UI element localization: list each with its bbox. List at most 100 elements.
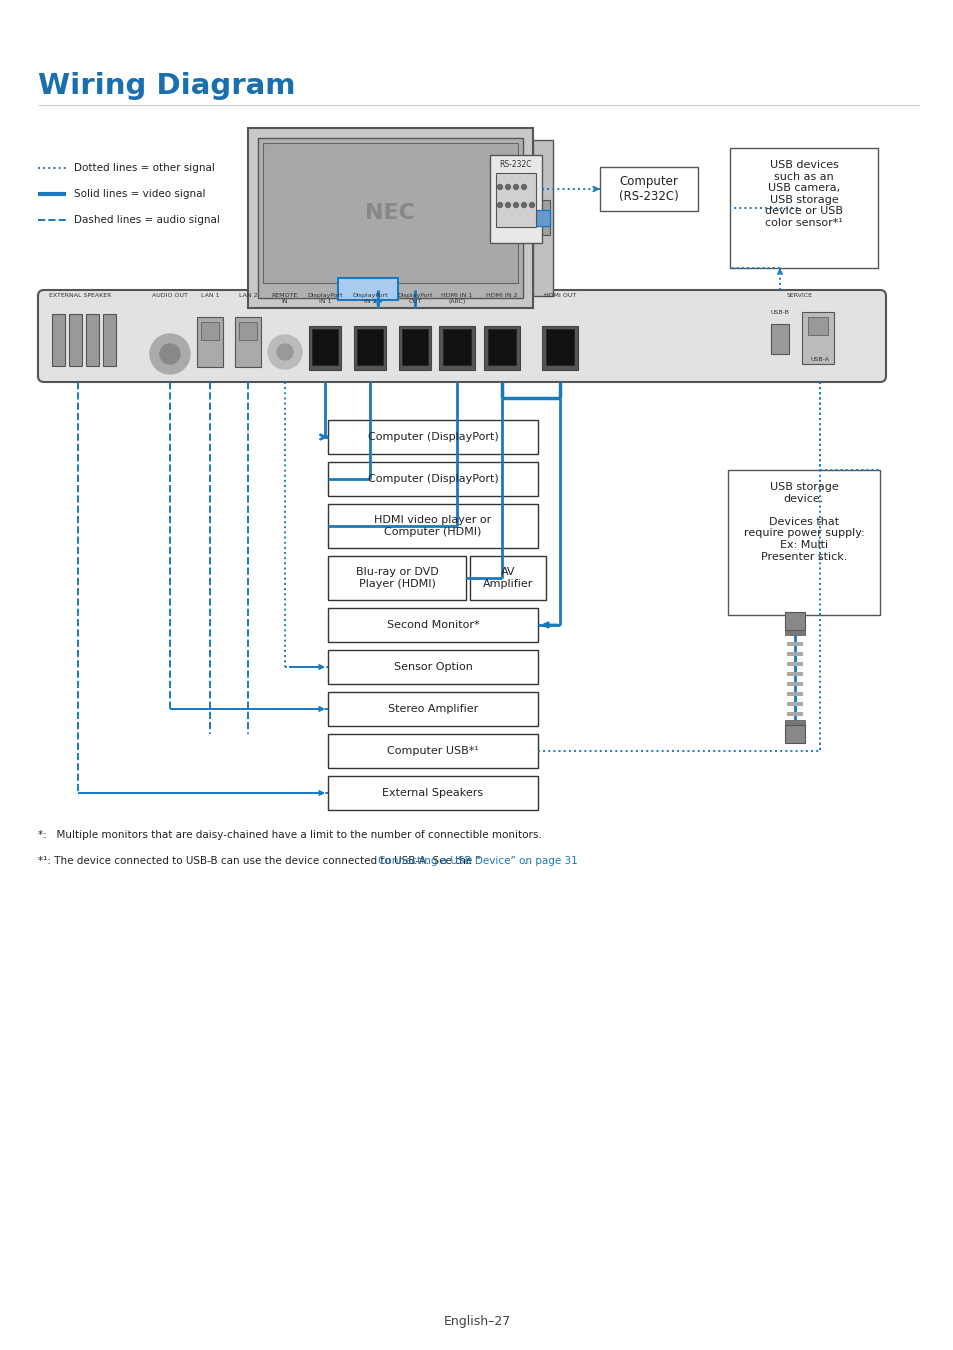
FancyBboxPatch shape: [807, 317, 827, 335]
Circle shape: [497, 185, 502, 189]
FancyBboxPatch shape: [201, 323, 219, 340]
FancyBboxPatch shape: [52, 315, 65, 366]
Text: English–27: English–27: [443, 1315, 510, 1328]
Text: USB-A: USB-A: [810, 356, 828, 362]
Text: HDMI OUT: HDMI OUT: [543, 293, 576, 298]
FancyBboxPatch shape: [727, 470, 879, 616]
Circle shape: [521, 185, 526, 189]
FancyBboxPatch shape: [786, 711, 802, 716]
Text: Wiring Diagram: Wiring Diagram: [38, 72, 295, 100]
Text: HDMI IN 1
(ARC): HDMI IN 1 (ARC): [441, 293, 472, 304]
FancyBboxPatch shape: [599, 167, 698, 211]
Circle shape: [150, 333, 190, 374]
Text: Blu-ray or DVD
Player (HDMI): Blu-ray or DVD Player (HDMI): [355, 567, 438, 589]
FancyBboxPatch shape: [438, 325, 475, 370]
FancyBboxPatch shape: [786, 693, 802, 697]
Text: Dotted lines = other signal: Dotted lines = other signal: [74, 163, 214, 173]
Text: HDMI IN 2: HDMI IN 2: [486, 293, 517, 298]
Circle shape: [276, 344, 293, 360]
FancyBboxPatch shape: [786, 662, 802, 666]
FancyBboxPatch shape: [328, 776, 537, 810]
FancyBboxPatch shape: [328, 556, 465, 599]
Text: DisplayPort
IN 1: DisplayPort IN 1: [307, 293, 342, 304]
FancyBboxPatch shape: [312, 329, 337, 364]
Text: Computer (DisplayPort): Computer (DisplayPort): [367, 432, 497, 441]
Circle shape: [505, 202, 510, 208]
FancyBboxPatch shape: [328, 608, 537, 643]
Text: *¹: The device connected to USB-B can use the device connected to USB-A. See the: *¹: The device connected to USB-B can us…: [38, 856, 480, 865]
Text: RS-232C: RS-232C: [499, 161, 532, 169]
FancyBboxPatch shape: [257, 138, 522, 298]
Text: USB-B: USB-B: [770, 310, 789, 315]
FancyBboxPatch shape: [801, 312, 833, 365]
FancyBboxPatch shape: [786, 643, 802, 647]
FancyBboxPatch shape: [533, 140, 553, 296]
FancyBboxPatch shape: [536, 200, 550, 235]
Text: LAN 1: LAN 1: [200, 293, 219, 298]
FancyBboxPatch shape: [309, 325, 340, 370]
Text: AV
Amplifier: AV Amplifier: [482, 567, 533, 589]
Text: USB storage
device.

Devices that
require power supply:
Ex: Multi
Presenter stic: USB storage device. Devices that require…: [742, 482, 863, 562]
Text: Second Monitor*: Second Monitor*: [386, 620, 478, 630]
FancyBboxPatch shape: [770, 324, 788, 354]
FancyBboxPatch shape: [263, 143, 517, 284]
FancyBboxPatch shape: [536, 211, 550, 225]
Text: *:   Multiple monitors that are daisy-chained have a limit to the number of conn: *: Multiple monitors that are daisy-chai…: [38, 830, 541, 840]
FancyBboxPatch shape: [545, 329, 574, 364]
FancyBboxPatch shape: [442, 329, 471, 364]
Text: DisplayPort
IN 2: DisplayPort IN 2: [352, 293, 388, 304]
FancyBboxPatch shape: [786, 682, 802, 686]
Circle shape: [160, 344, 180, 364]
Circle shape: [529, 202, 534, 208]
Text: Sensor Option: Sensor Option: [394, 662, 472, 672]
FancyBboxPatch shape: [328, 462, 537, 495]
Circle shape: [505, 185, 510, 189]
FancyBboxPatch shape: [69, 315, 82, 366]
FancyBboxPatch shape: [470, 556, 545, 599]
Text: AUDIO OUT: AUDIO OUT: [152, 293, 188, 298]
Text: Computer (DisplayPort): Computer (DisplayPort): [367, 474, 497, 485]
FancyBboxPatch shape: [401, 329, 428, 364]
Text: EXTERNAL SPEAKER: EXTERNAL SPEAKER: [49, 293, 112, 298]
Text: LAN 2: LAN 2: [238, 293, 257, 298]
FancyBboxPatch shape: [103, 315, 116, 366]
FancyBboxPatch shape: [328, 734, 537, 768]
FancyBboxPatch shape: [786, 652, 802, 656]
Text: Dashed lines = audio signal: Dashed lines = audio signal: [74, 215, 219, 225]
FancyBboxPatch shape: [541, 325, 578, 370]
FancyBboxPatch shape: [784, 720, 804, 725]
FancyBboxPatch shape: [234, 317, 261, 367]
Text: Stereo Amplifier: Stereo Amplifier: [388, 703, 477, 714]
Text: .: .: [523, 856, 526, 865]
Circle shape: [497, 202, 502, 208]
FancyBboxPatch shape: [398, 325, 431, 370]
FancyBboxPatch shape: [786, 672, 802, 676]
Text: Connecting a USB Device” on page 31: Connecting a USB Device” on page 31: [378, 856, 578, 865]
FancyBboxPatch shape: [239, 323, 256, 340]
FancyBboxPatch shape: [196, 317, 223, 367]
Text: Solid lines = video signal: Solid lines = video signal: [74, 189, 205, 198]
Text: Computer USB*¹: Computer USB*¹: [387, 747, 478, 756]
FancyBboxPatch shape: [784, 612, 804, 630]
FancyBboxPatch shape: [337, 278, 397, 300]
FancyBboxPatch shape: [328, 693, 537, 726]
FancyBboxPatch shape: [328, 420, 537, 454]
FancyBboxPatch shape: [784, 725, 804, 743]
Text: NEC: NEC: [365, 202, 415, 223]
Text: External Speakers: External Speakers: [382, 788, 483, 798]
FancyBboxPatch shape: [784, 630, 804, 634]
FancyBboxPatch shape: [786, 702, 802, 706]
Text: REMOTE
IN: REMOTE IN: [272, 293, 297, 304]
FancyBboxPatch shape: [483, 325, 519, 370]
FancyBboxPatch shape: [38, 290, 885, 382]
FancyBboxPatch shape: [490, 155, 541, 243]
Text: SERVICE: SERVICE: [786, 293, 812, 298]
Text: DisplayPort
OUT: DisplayPort OUT: [396, 293, 433, 304]
FancyBboxPatch shape: [729, 148, 877, 269]
FancyBboxPatch shape: [86, 315, 99, 366]
Text: USB devices
such as an
USB camera,
USB storage
device or USB
color sensor*¹: USB devices such as an USB camera, USB s…: [764, 161, 842, 228]
FancyBboxPatch shape: [328, 649, 537, 684]
FancyBboxPatch shape: [328, 504, 537, 548]
Text: HDMI video player or
Computer (HDMI): HDMI video player or Computer (HDMI): [374, 516, 491, 537]
FancyBboxPatch shape: [356, 329, 382, 364]
